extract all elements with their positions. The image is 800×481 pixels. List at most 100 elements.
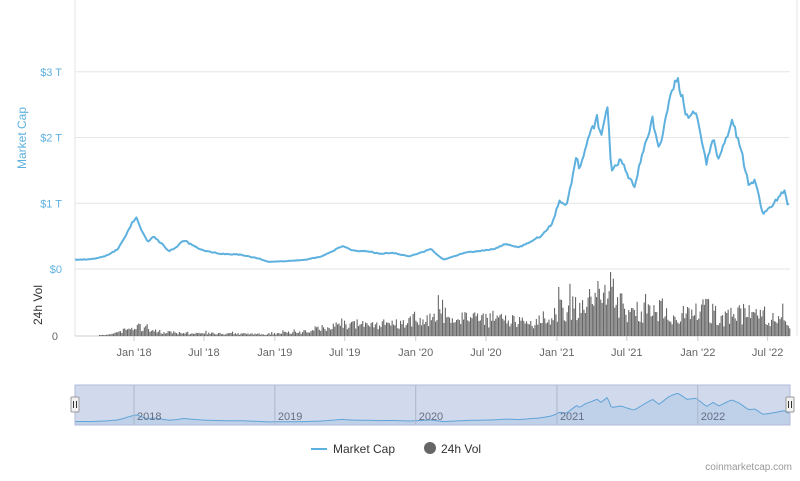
volume-bar — [779, 319, 781, 336]
volume-bar — [276, 333, 278, 336]
legend-item-24h-vol[interactable]: 24h Vol — [424, 442, 481, 456]
volume-bar — [113, 333, 115, 336]
volume-bar — [769, 326, 771, 336]
volume-bar — [607, 298, 609, 336]
volume-bar — [608, 291, 610, 336]
volume-bar — [323, 327, 325, 336]
volume-bar — [449, 317, 451, 336]
volume-bar — [304, 330, 306, 336]
volume-bar — [167, 331, 169, 336]
volume-bar — [283, 331, 285, 336]
volume-bar — [349, 323, 351, 336]
volume-bar — [355, 328, 357, 336]
volume-bar — [530, 321, 532, 336]
x-tick-label: Jan '21 — [539, 347, 574, 359]
volume-bar — [465, 312, 467, 336]
volume-bar — [411, 326, 413, 336]
volume-bar — [559, 299, 561, 336]
volume-bar — [351, 321, 353, 336]
volume-bar — [701, 304, 703, 336]
volume-bar — [125, 329, 127, 336]
volume-bar — [346, 329, 348, 336]
volume-bar — [572, 296, 574, 336]
volume-bar — [155, 329, 157, 336]
volume-bar — [670, 321, 672, 336]
volume-bar — [491, 320, 493, 336]
volume-bar — [300, 333, 302, 336]
volume-bar — [352, 321, 354, 336]
volume-bar — [583, 309, 585, 336]
volume-bar — [272, 334, 274, 336]
volume-bar — [421, 325, 423, 336]
volume-bar — [268, 333, 270, 336]
volume-bar — [190, 334, 192, 336]
navigator-left-handle[interactable] — [70, 396, 80, 413]
volume-bar — [114, 332, 116, 336]
volume-bar — [624, 308, 626, 336]
navigator-right-handle[interactable] — [785, 396, 795, 413]
volume-bar — [194, 333, 196, 336]
volume-bar — [402, 320, 404, 336]
volume-bar — [674, 316, 676, 336]
volume-bar — [568, 305, 570, 336]
volume-bar — [104, 335, 106, 336]
volume-bar — [643, 302, 645, 336]
volume-bar — [128, 328, 130, 336]
volume-bar — [719, 323, 721, 336]
volume-bar — [516, 327, 518, 336]
volume-bar — [764, 306, 766, 336]
volume-bar — [191, 333, 193, 336]
volume-bar — [401, 324, 403, 336]
volume-bar — [573, 308, 575, 336]
volume-bar — [759, 309, 761, 336]
volume-bar — [404, 327, 406, 336]
volume-bar — [639, 321, 641, 336]
volume-bar — [461, 312, 463, 336]
volume-bar — [541, 323, 543, 336]
volume-bar — [310, 331, 312, 336]
volume-bar — [236, 334, 238, 336]
volume-bar — [547, 322, 549, 336]
volume-bar — [295, 331, 297, 336]
volume-bar — [738, 305, 740, 336]
volume-bar — [640, 311, 642, 336]
navigator-area — [75, 393, 790, 425]
volume-bar — [314, 326, 316, 336]
volume-bar — [706, 298, 708, 336]
volume-bar — [157, 331, 159, 336]
volume-bar — [736, 320, 738, 336]
volume-bar — [330, 329, 332, 336]
handle-grip[interactable] — [70, 396, 80, 413]
volume-bar — [520, 320, 522, 336]
volume-bar — [720, 315, 722, 336]
volume-bar — [681, 313, 683, 336]
volume-bar — [751, 312, 753, 336]
volume-bar — [234, 333, 236, 336]
volume-bar — [297, 332, 299, 336]
volume-bar — [617, 297, 619, 336]
volume-bar — [481, 315, 483, 336]
legend-item-market-cap[interactable]: Market Cap — [311, 442, 395, 456]
volume-bar — [328, 328, 330, 336]
volume-bar — [299, 331, 301, 336]
volume-bar — [601, 303, 603, 336]
navigator-selection[interactable] — [74, 384, 791, 426]
legend-circle-symbol — [424, 442, 436, 454]
volume-bar — [237, 333, 239, 336]
volume-bar — [650, 316, 652, 336]
volume-bar — [405, 325, 407, 336]
volume-bar — [542, 311, 544, 336]
volume-bar — [356, 319, 358, 336]
handle-grip[interactable] — [785, 396, 795, 413]
volume-bar — [562, 307, 564, 336]
volume-bar — [281, 333, 283, 336]
volume-bar — [293, 329, 295, 336]
volume-bar — [453, 322, 455, 336]
volume-bar — [213, 333, 215, 336]
volume-bar — [246, 334, 248, 336]
volume-bar — [407, 323, 409, 336]
volume-bar — [118, 331, 120, 336]
volume-bar — [713, 310, 715, 336]
volume-bar — [708, 299, 710, 336]
volume-bar — [569, 283, 571, 336]
